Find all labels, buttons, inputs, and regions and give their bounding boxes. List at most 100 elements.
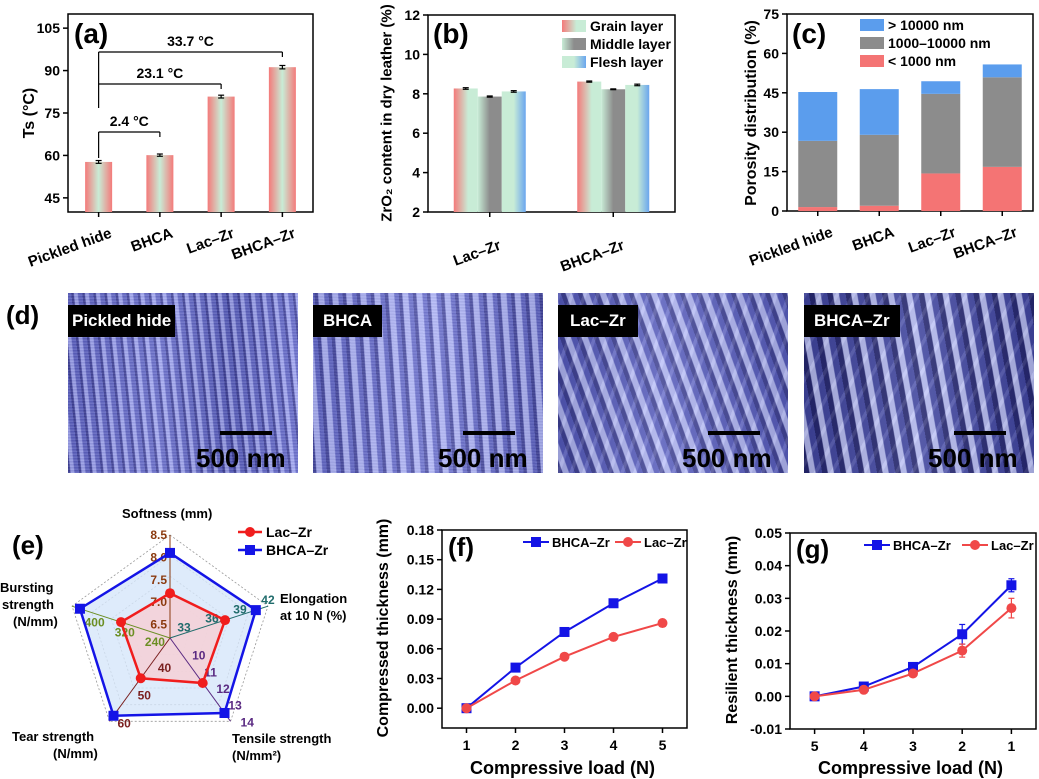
radar-tick-label: 400 [85, 616, 105, 630]
radar-tick-label: 8.5 [150, 528, 167, 542]
y-tick-label-g: -0.01 [750, 721, 782, 737]
radar-marker-0 [197, 677, 208, 688]
bar-3 [268, 67, 296, 212]
radar-axis-title-elongation-1: Elongation [280, 591, 348, 606]
legend-label: Grain layer [590, 18, 664, 34]
legend-marker [970, 540, 980, 550]
x-tick-label-a: Pickled hide [26, 225, 114, 271]
panel-label-c: (c) [792, 18, 827, 49]
radar-tick-label: 39 [233, 602, 247, 616]
x-tick-label-f: 2 [512, 737, 520, 753]
radar-axis-title-bursting-1: Bursting [0, 580, 54, 595]
panel-label-a: (a) [74, 18, 109, 49]
stacked-bar-0-3 [982, 166, 1022, 211]
sem-label: BHCA [313, 305, 383, 337]
panel-label-f: (f) [448, 532, 474, 562]
sem-image-bhca: BHCA 500 nm [313, 293, 543, 473]
stacked-bar-0-1 [859, 205, 899, 211]
panel-label-e: (e) [12, 530, 44, 560]
radar-tick-label: 10 [192, 649, 206, 663]
data-point-0 [1006, 580, 1017, 591]
y-tick-label-c: 75 [763, 6, 779, 22]
x-tick-label-a: BHCA [129, 225, 176, 256]
radar-axis-title-bursting-3: (N/mm) [13, 614, 58, 629]
radar-line-1 [78, 551, 258, 718]
y-tick-label-f: 0.06 [407, 641, 434, 657]
stacked-bar-1-3 [982, 77, 1022, 167]
y-tick-label-f: 0.00 [407, 700, 434, 716]
x-tick-label-g: 5 [811, 738, 819, 754]
legend-label: 1000–10000 nm [888, 35, 991, 51]
y-tick-label-c: 45 [763, 85, 779, 101]
radar-marker-1 [250, 605, 261, 616]
scale-bar [954, 431, 1006, 435]
x-tick-label-c: BHCA [850, 224, 897, 255]
radar-tick-label: 14 [241, 715, 255, 729]
bar-1-0 [477, 96, 502, 212]
legend-swatch-2 [562, 56, 586, 68]
difference-annotation: 2.4 °C [110, 113, 149, 129]
y-tick-label-g: 0.01 [755, 656, 782, 672]
sem-image-bhca-zr: BHCA–Zr 500 nm [804, 293, 1034, 473]
y-tick-label-f: 0.15 [407, 552, 434, 568]
scale-bar [708, 431, 760, 435]
legend-label: < 1000 nm [888, 53, 956, 69]
bar-0 [85, 161, 113, 212]
radar-marker-1 [108, 710, 119, 721]
radar-axis-title-tensile-1: Tensile strength [232, 731, 332, 746]
data-point-0 [510, 662, 521, 673]
x-tick-label-g: 4 [860, 738, 868, 754]
legend-label: Lac–Zr [644, 535, 687, 550]
radar-marker-0 [116, 617, 127, 628]
y-tick-label-a: 60 [44, 147, 60, 163]
data-point-0 [657, 573, 668, 584]
bar-2 [207, 96, 235, 212]
radar-axis-title-tear-1: Tear strength [12, 729, 95, 744]
radar-area-lac-zr [121, 593, 226, 683]
stacked-bar-1-2 [921, 93, 961, 174]
x-axis-title-g: Compressive load (N) [818, 758, 1004, 778]
radar-marker-1 [74, 603, 85, 614]
y-tick-label-g: 0.02 [755, 623, 782, 639]
stacked-bar-2-2 [921, 81, 961, 94]
scale-bar-label: 500 nm [438, 443, 528, 473]
y-tick-label-g: 0.00 [755, 688, 782, 704]
legend-label: BHCA–Zr [552, 535, 610, 550]
scale-bar-label: 500 nm [682, 443, 772, 473]
data-point-1 [461, 703, 472, 714]
y-axis-title-f: Compressed thickness (mm) [375, 518, 392, 738]
legend-label: BHCA–Zr [266, 542, 329, 558]
series-line-0 [465, 577, 663, 709]
legend-swatch-1 [562, 38, 586, 50]
bar-2-0 [501, 91, 526, 212]
x-tick-label-f: 5 [659, 737, 667, 753]
y-tick-label-b: 8 [412, 86, 420, 102]
stacked-bar-1-0 [798, 140, 838, 208]
data-point-0 [957, 629, 968, 640]
x-tick-label-a: BHCA–Zr [229, 225, 298, 264]
bar-0-1 [577, 81, 602, 212]
data-point-1 [559, 651, 570, 662]
y-tick-label-a: 105 [37, 20, 61, 36]
legend-swatch-0 [562, 20, 586, 32]
stacked-bar-2-0 [798, 92, 838, 141]
data-point-1 [608, 631, 619, 642]
radar-tick-label: 13 [228, 699, 242, 713]
data-point-1 [858, 684, 869, 695]
difference-annotation: 23.1 °C [136, 65, 183, 81]
legend-marker [623, 537, 633, 547]
y-tick-label-g: 0.04 [755, 558, 782, 574]
legend-label: > 10000 nm [888, 17, 964, 33]
y-axis-title-a: Ts (°C) [21, 87, 38, 139]
radar-axis-title-tensile-2: (N/mm²) [232, 748, 282, 763]
radar-tick-label: 42 [261, 593, 275, 607]
legend-swatch-2 [860, 19, 884, 31]
data-point-1 [510, 675, 521, 686]
x-tick-label-b: Lac–Zr [451, 237, 503, 270]
y-tick-label-b: 10 [404, 46, 420, 62]
x-tick-label-b: BHCA–Zr [558, 237, 627, 276]
stacked-bar-2-3 [982, 64, 1022, 78]
scale-bar-label: 500 nm [928, 443, 1018, 473]
sem-label: Lac–Zr [558, 305, 638, 337]
